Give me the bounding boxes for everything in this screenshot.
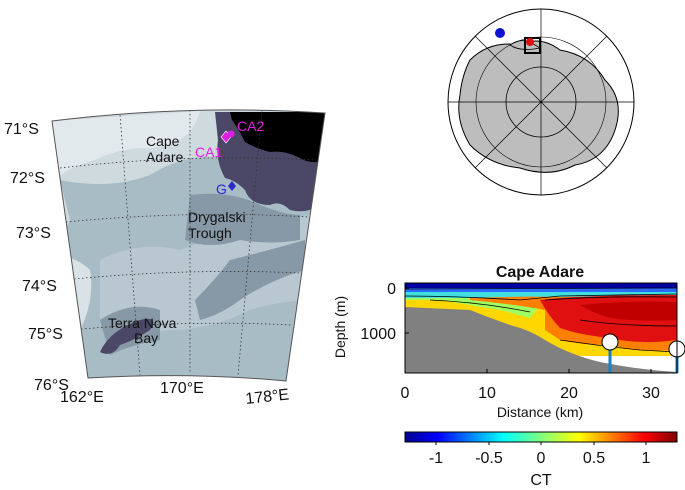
place-terra-nova-line2: Bay [134,330,158,346]
colorbar-tick-marks [435,442,647,445]
x-tick-30: 30 [642,385,660,402]
x-tick-0: 0 [401,385,410,402]
lat-label-75: 75°S [28,326,63,343]
colorbar-label: CT [530,472,552,489]
lat-label-73: 73°S [16,225,51,242]
layer-cyan [405,292,677,298]
g-marker-icon [228,181,236,191]
layer-surface-cold [405,283,677,288]
map-area [52,109,325,381]
trough-band [195,240,305,320]
section-xlabel: Distance (km) [497,404,583,420]
site-ca-markers [220,130,235,144]
drygalski-trough-area [185,193,300,245]
place-cape-adare-line1: Cape [146,133,180,149]
place-drygalski-line1: Drygalski [188,209,246,225]
mooring-float-1-icon [601,333,619,351]
section-title: Cape Adare [496,264,584,281]
lat-label-72: 72°S [10,170,45,187]
colorbar-tick-1: 1 [642,450,651,467]
regional-map: 71°S 72°S 73°S 74°S 75°S 76°S 162°E 170°… [4,109,326,408]
site-label-g: G [216,181,227,197]
layer-subsurface [405,288,677,292]
colorbar-gradient [404,431,678,443]
place-cape-adare-line2: Adare [146,149,184,165]
colorbar-tick-neg05: -0.5 [475,450,503,467]
inset-meridians [448,9,634,195]
y-tick-1000: 1000 [360,326,396,343]
inset-blue-marker-icon [495,28,505,38]
section-field [404,283,685,373]
lat-label-74: 74°S [22,278,57,295]
terra-nova-bay-area [100,318,154,354]
inset-red-marker-icon [526,38,534,46]
colorbar-tick-neg1: -1 [429,450,443,467]
ca2-marker-icon [227,130,235,138]
place-drygalski-line2: Trough [188,225,232,241]
section-ylabel: Depth (m) [332,296,348,358]
coastal-land [52,111,200,175]
antarctica-inset [447,8,635,196]
lat-label-76: 76°S [34,377,69,394]
graticule [59,109,317,376]
site-label-ca1: CA1 [195,144,222,160]
x-tick-20: 20 [560,385,578,402]
colorbar: -1 -0.5 0 0.5 1 CT [404,431,678,489]
lon-label-170: 170°E [160,380,204,397]
place-terra-nova-line1: Terra Nova [108,315,177,331]
x-tick-10: 10 [478,385,496,402]
map-frame [51,109,326,382]
layer-dark-red [580,301,677,321]
colorbar-tick-05: 0.5 [583,450,605,467]
lon-label-178: 178°E [245,386,290,407]
deep-ocean-area [230,112,325,163]
section-tick-marks [404,287,652,373]
bathymetry-seafloor [405,307,677,373]
inset-study-box [524,37,541,54]
lat-label-71: 71°S [4,121,39,138]
section-plot: Cape Adare [332,264,685,420]
y-tick-0: 0 [387,281,396,298]
site-g-markers [228,181,236,191]
colorbar-tick-0: 0 [537,450,546,467]
section-axes-frame [404,282,678,374]
lon-label-162: 162°E [60,389,104,406]
shelf-bank [100,215,320,332]
site-label-ca2: CA2 [237,118,264,134]
